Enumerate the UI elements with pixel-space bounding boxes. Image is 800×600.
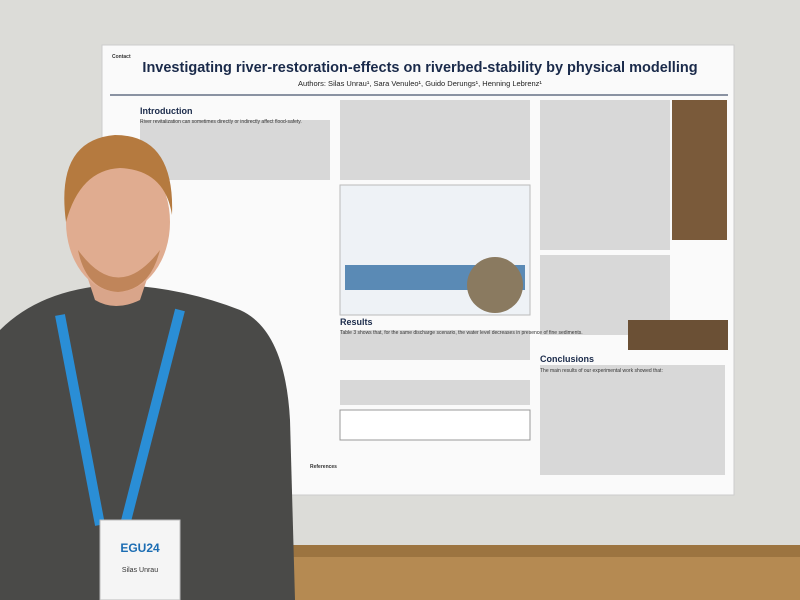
references-label: References xyxy=(310,464,337,470)
photo-bottom xyxy=(628,320,728,350)
section-lead: The main results of our experimental wor… xyxy=(540,368,663,374)
lanyard xyxy=(55,308,185,527)
poster-title: Investigating river-restoration-effects … xyxy=(142,60,697,76)
section-lead: Table 3 shows that, for the same dischar… xyxy=(340,330,583,336)
text-blocks xyxy=(140,100,725,475)
photo-strip xyxy=(672,100,727,240)
wooden-frame xyxy=(290,555,800,600)
section-heading: Results xyxy=(340,317,373,327)
frame-edge xyxy=(290,545,800,557)
table xyxy=(339,409,531,441)
badge xyxy=(99,519,181,600)
badge-name: Silas Unrau xyxy=(122,567,158,574)
poster-authors: Authors: Silas Unrau¹, Sara Venuleo¹, Gu… xyxy=(298,79,542,88)
section-lead: River revitalization can sometimes direc… xyxy=(140,119,302,125)
beard xyxy=(78,250,160,292)
face xyxy=(66,152,170,292)
section-heading: Introduction xyxy=(140,106,193,116)
figure-photo xyxy=(467,257,523,313)
badge-event: EGU24 xyxy=(120,541,160,555)
hair xyxy=(64,135,173,222)
contact-label: Contact xyxy=(112,54,131,60)
section-heading: Conclusions xyxy=(540,354,594,364)
